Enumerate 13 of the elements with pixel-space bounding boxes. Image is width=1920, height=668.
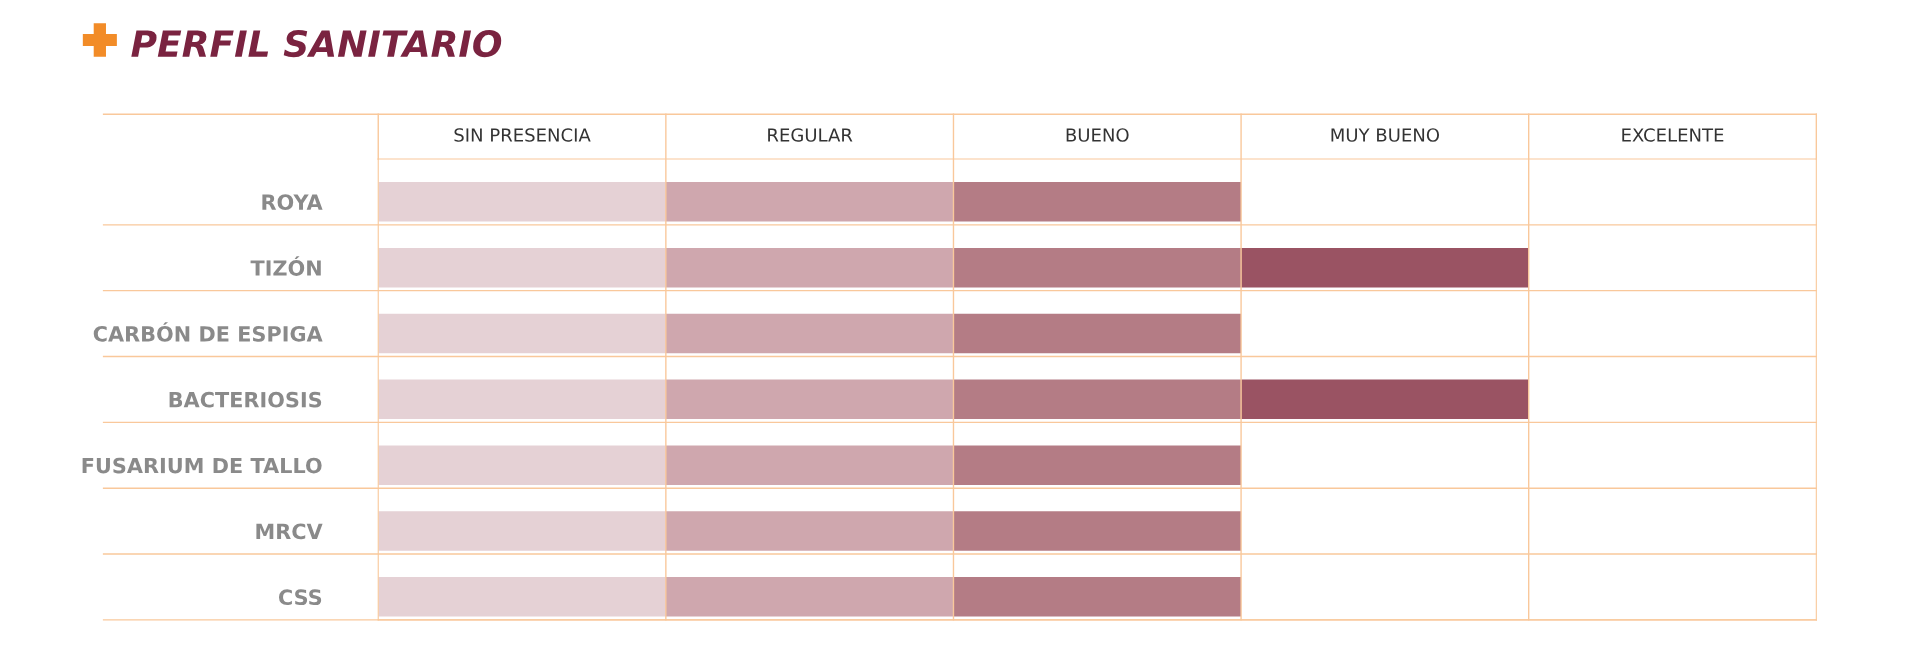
y-tick-label: CARBÓN DE ESPIGA xyxy=(93,322,323,342)
text: MUY BUENO xyxy=(1331,128,1440,142)
y-tick-label: MRCV xyxy=(256,523,323,540)
y-tick-label: ROYA xyxy=(262,194,323,211)
text: SIN PRESENCIA xyxy=(454,128,591,142)
y-tick-label: CSS xyxy=(278,589,322,606)
y-tick-label: BACTERIOSIS xyxy=(169,391,322,408)
chart-title: PERFIL SANITARIO xyxy=(131,29,502,58)
text: EXCELENTE xyxy=(1622,128,1724,142)
y-tick-label: TIZÓN xyxy=(250,256,321,276)
y-tick-label: FUSARIUM DE TALLO xyxy=(82,457,322,474)
text: REGULAR xyxy=(768,128,853,142)
text: BUENO xyxy=(1066,128,1129,142)
